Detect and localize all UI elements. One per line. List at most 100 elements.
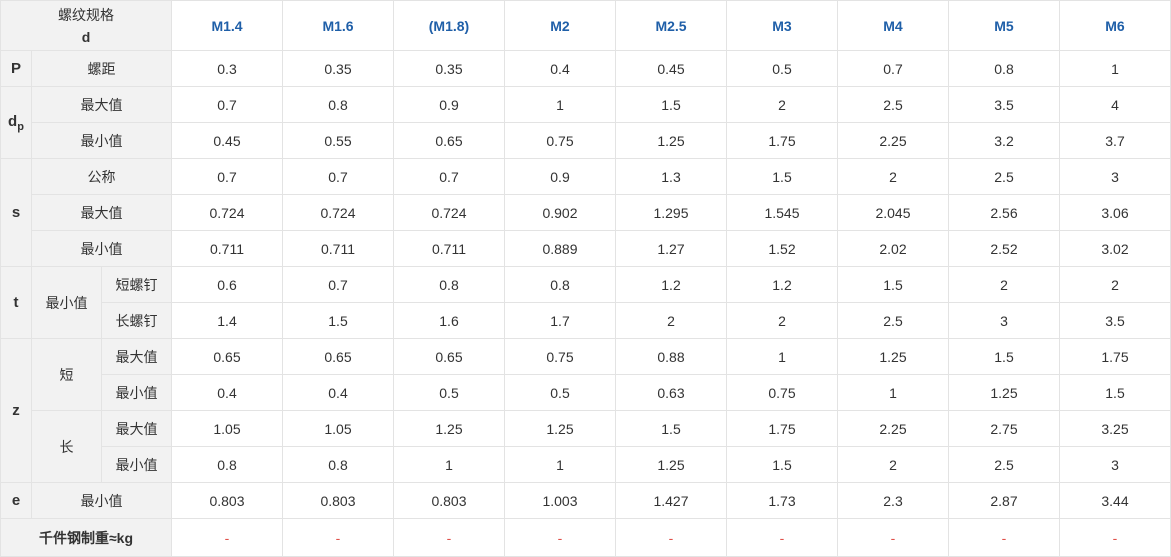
table-cell: 1: [393, 446, 505, 483]
table-cell: 1.5: [282, 302, 394, 339]
table-cell: 3.5: [1059, 302, 1171, 339]
table-cell: 0.63: [615, 374, 727, 411]
table-cell: 1.25: [615, 446, 727, 483]
table-cell: 0.55: [282, 122, 394, 159]
table-cell: 1.5: [615, 410, 727, 447]
size-header: M1.6: [282, 0, 394, 51]
table-cell: 1: [837, 374, 949, 411]
table-cell: 3.25: [1059, 410, 1171, 447]
table-row: 长 最大值 1.05 1.05 1.25 1.25 1.5 1.75 2.25 …: [1, 410, 1171, 483]
param-symbol-dp: dp: [0, 86, 32, 159]
table-cell: 1.75: [726, 410, 838, 447]
row-label: 最小值: [101, 374, 172, 411]
table-cell: 0.75: [504, 338, 616, 375]
table-cell: 1.5: [615, 86, 727, 123]
table-cell: 0.7: [282, 266, 394, 303]
thread-spec-title: 螺纹规格: [58, 6, 114, 23]
table-row: 最小值 0.4 0.4 0.5 0.5 0.63 0.75 1 1.25 1.5: [1, 374, 1171, 411]
table-cell: -: [171, 518, 283, 557]
table-cell: 1.05: [171, 410, 283, 447]
table-cell: 0.7: [282, 158, 394, 195]
table-cell: 1.5: [726, 446, 838, 483]
table-cell: 0.9: [393, 86, 505, 123]
row-label: 最大值: [31, 194, 172, 231]
dp-symbol-main: d: [8, 112, 18, 130]
table-cell: 1.6: [393, 302, 505, 339]
table-cell: 0.9: [504, 158, 616, 195]
table-cell: 1: [504, 446, 616, 483]
table-cell: 0.5: [504, 374, 616, 411]
table-row: t 最小值 短螺钉 0.6 0.7 0.8 0.8 1.2 1.2 1.5 2 …: [0, 266, 1171, 339]
table-cell: 2.3: [837, 482, 949, 519]
table-cell: 2: [726, 86, 838, 123]
table-row: 长螺钉 1.4 1.5 1.6 1.7 2 2 2.5 3 3.5: [1, 302, 1171, 339]
row-label: 最小值: [31, 122, 172, 159]
table-cell: 0.35: [282, 50, 394, 87]
table-row: 千件钢制重≈kg - - - - - - - - -: [0, 518, 1171, 557]
table-row: z 短 最大值 0.65 0.65 0.65 0.75 0.88 1 1.25 …: [0, 338, 1171, 483]
table-cell: 0.724: [282, 194, 394, 231]
table-cell: 2: [948, 266, 1060, 303]
table-cell: 0.711: [171, 230, 283, 267]
table-cell: 0.65: [393, 122, 505, 159]
table-cell: 3: [948, 302, 1060, 339]
table-cell: 2: [726, 302, 838, 339]
table-cell: 3.5: [948, 86, 1060, 123]
size-header: M6: [1059, 0, 1171, 51]
table-cell: 0.88: [615, 338, 727, 375]
table-cell: 1.295: [615, 194, 727, 231]
table-cell: -: [948, 518, 1060, 557]
row-label: 公称: [31, 158, 172, 195]
table-cell: 2.5: [837, 86, 949, 123]
table-cell: 2.045: [837, 194, 949, 231]
table-cell: 3: [1059, 446, 1171, 483]
table-cell: 1.5: [726, 158, 838, 195]
param-symbol-t: t: [0, 266, 32, 339]
table-cell: 1.5: [948, 338, 1060, 375]
table-cell: 2: [837, 446, 949, 483]
table-cell: 2: [1059, 266, 1171, 303]
size-header: M2.5: [615, 0, 727, 51]
table-cell: 0.45: [171, 122, 283, 159]
param-symbol-s: s: [0, 158, 32, 267]
table-cell: 0.4: [504, 50, 616, 87]
table-cell: 1.427: [615, 482, 727, 519]
table-cell: 0.65: [393, 338, 505, 375]
table-cell: -: [282, 518, 394, 557]
table-cell: 2: [837, 158, 949, 195]
table-cell: 2.5: [837, 302, 949, 339]
table-cell: 0.35: [393, 50, 505, 87]
table-cell: 0.803: [282, 482, 394, 519]
table-cell: 1.05: [282, 410, 394, 447]
size-header: M1.4: [171, 0, 283, 51]
table-row: e 最小值 0.803 0.803 0.803 1.003 1.427 1.73…: [0, 482, 1171, 519]
table-cell: 0.65: [171, 338, 283, 375]
weight-label: 千件钢制重≈kg: [0, 518, 172, 557]
row-label: 长螺钉: [101, 302, 172, 339]
table-cell: 3.2: [948, 122, 1060, 159]
table-cell: 1.25: [504, 410, 616, 447]
z-long-label: 长: [31, 410, 102, 483]
table-cell: 1.25: [393, 410, 505, 447]
table-cell: 0.7: [171, 86, 283, 123]
table-cell: 0.8: [171, 446, 283, 483]
table-cell: 2: [615, 302, 727, 339]
table-cell: 2.25: [837, 122, 949, 159]
table-cell: 1.5: [837, 266, 949, 303]
table-cell: 0.803: [393, 482, 505, 519]
table-cell: 0.803: [171, 482, 283, 519]
table-cell: 0.711: [282, 230, 394, 267]
table-cell: -: [504, 518, 616, 557]
table-cell: 0.711: [393, 230, 505, 267]
table-cell: 1.25: [837, 338, 949, 375]
table-cell: 1.25: [948, 374, 1060, 411]
table-cell: 1: [504, 86, 616, 123]
table-cell: 0.7: [837, 50, 949, 87]
row-label: 最小值: [31, 482, 172, 519]
table-cell: 0.889: [504, 230, 616, 267]
table-cell: 0.75: [504, 122, 616, 159]
param-symbol-e: e: [0, 482, 32, 519]
table-cell: 2.25: [837, 410, 949, 447]
table-cell: 0.65: [282, 338, 394, 375]
table-cell: 0.4: [171, 374, 283, 411]
